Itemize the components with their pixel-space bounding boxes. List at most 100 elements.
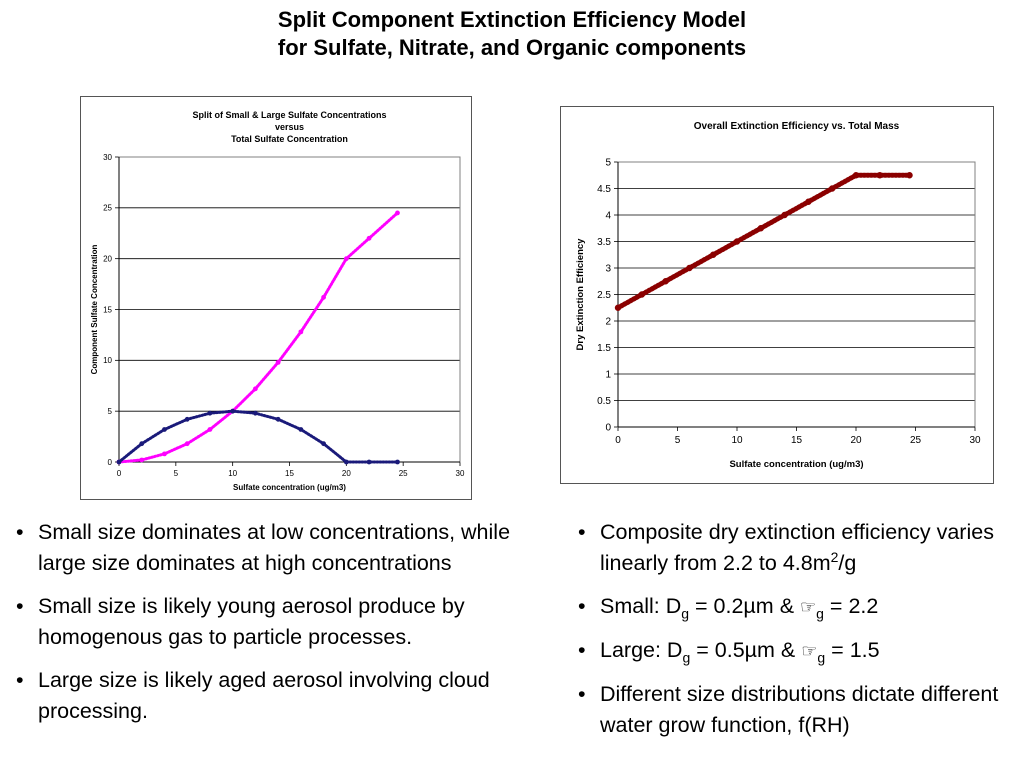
data-point — [298, 329, 304, 335]
page-title-line2: for Sulfate, Nitrate, and Organic compon… — [277, 35, 747, 60]
data-point — [638, 291, 645, 298]
x-tick-label: 5 — [174, 469, 179, 478]
x-tick-label: 10 — [228, 469, 237, 478]
series-line — [117, 211, 399, 464]
y-tick-label: 4 — [605, 211, 611, 222]
y-tick-label: 0 — [108, 458, 113, 467]
right-bullet-item-large: Large: Dg = 0.5µm & ☞g = 1.5 — [574, 635, 1014, 667]
data-point — [230, 408, 236, 414]
x-tick-label: 30 — [969, 435, 981, 446]
y-tick-label: 3.5 — [597, 237, 611, 248]
y-tick-label: 2 — [605, 317, 611, 328]
chart-title: Overall Extinction Efficiency vs. Total … — [694, 121, 900, 132]
left-bullet-item: Large size is likely aged aerosol involv… — [12, 665, 560, 727]
x-axis-label: Sulfate concentration (ug/m3) — [729, 459, 863, 470]
y-tick-label: 5 — [605, 158, 611, 169]
data-point — [162, 427, 167, 432]
bullet-text: /g — [838, 551, 857, 575]
data-point — [298, 427, 304, 432]
data-point — [876, 172, 883, 179]
chart-subtitle: Total Sulfate Concentration — [231, 134, 348, 144]
right-bullet-item-water: Different size distributions dictate dif… — [574, 679, 1014, 741]
bullet-text: Composite dry extinction efficiency vari… — [600, 520, 994, 575]
data-point — [321, 294, 326, 300]
bullet-text: = 2.2 — [823, 594, 879, 618]
data-point — [343, 256, 349, 262]
data-point — [906, 172, 913, 179]
x-tick-label: 5 — [675, 435, 681, 446]
sulfate-split-chart: Split of Small & Large Sulfate Concentra… — [80, 96, 472, 500]
data-point — [852, 172, 860, 179]
data-point — [253, 410, 258, 416]
data-point — [139, 457, 145, 463]
data-point — [733, 238, 741, 245]
data-point — [116, 459, 122, 465]
subscript: g — [817, 649, 826, 666]
right-bullet-list: Composite dry extinction efficiency vari… — [574, 517, 1014, 753]
data-point — [395, 210, 400, 216]
data-point — [781, 211, 788, 219]
data-point — [321, 441, 326, 447]
bullet-text: = 1.5 — [825, 638, 880, 662]
x-tick-label: 30 — [456, 469, 465, 478]
data-point — [757, 225, 764, 232]
extinction-efficiency-chart: Overall Extinction Efficiency vs. Total … — [560, 106, 994, 484]
y-tick-label: 5 — [108, 407, 113, 416]
data-point — [275, 416, 281, 422]
y-axis-label: Dry Extinction Efficiency — [575, 238, 586, 351]
left-bullet-item: Small size is likely young aerosol produ… — [12, 591, 560, 653]
y-tick-label: 1.5 — [597, 343, 611, 354]
extinction-efficiency-chart-svg: Overall Extinction Efficiency vs. Total … — [575, 121, 981, 470]
y-tick-label: 0.5 — [597, 396, 611, 407]
data-point — [184, 416, 190, 422]
subscript: g — [816, 605, 824, 622]
pointing-hand-icon: ☞ — [801, 641, 818, 661]
y-tick-label: 30 — [103, 153, 112, 162]
y-tick-label: 1 — [605, 370, 611, 381]
data-point — [253, 386, 258, 392]
data-point — [343, 459, 349, 465]
superscript: 2 — [830, 548, 839, 565]
y-tick-label: 15 — [103, 305, 112, 314]
bullet-text: Small: D — [600, 594, 682, 618]
y-axis-label: Component Sulfate Concentration — [90, 245, 99, 375]
bullet-text: = 0.5µm & — [690, 638, 802, 662]
y-tick-label: 10 — [103, 356, 112, 365]
x-tick-label: 0 — [117, 469, 122, 478]
data-point — [710, 251, 717, 258]
y-tick-label: 2.5 — [597, 290, 611, 301]
data-point — [207, 410, 213, 416]
page-title: Split Component Extinction Efficiency Mo… — [0, 6, 1024, 62]
x-tick-label: 25 — [399, 469, 408, 478]
y-tick-label: 0 — [605, 423, 611, 434]
x-axis-label: Sulfate concentration (ug/m3) — [233, 483, 346, 492]
data-point — [395, 459, 400, 465]
x-tick-label: 15 — [791, 435, 803, 446]
page-title-line1: Split Component Extinction Efficiency Mo… — [277, 7, 747, 32]
y-tick-label: 3 — [605, 264, 611, 275]
bullet-text: = 0.2µm & — [689, 594, 801, 618]
data-point — [686, 264, 693, 272]
data-point — [275, 359, 281, 365]
x-tick-label: 20 — [342, 469, 351, 478]
y-tick-label: 25 — [103, 204, 112, 213]
right-bullet-item-small: Small: Dg = 0.2µm & ☞g = 2.2 — [574, 591, 1014, 623]
data-point — [139, 441, 145, 447]
data-point — [805, 198, 812, 205]
subscript: g — [681, 605, 690, 622]
x-tick-label: 10 — [731, 435, 743, 446]
left-bullet-list: Small size dominates at low concentratio… — [12, 517, 560, 739]
data-point — [614, 304, 622, 311]
x-tick-label: 25 — [910, 435, 922, 446]
data-point — [207, 427, 213, 432]
data-point — [829, 185, 836, 192]
pointing-hand-icon: ☞ — [800, 597, 817, 617]
data-point — [162, 451, 167, 457]
y-tick-label: 4.5 — [597, 184, 611, 195]
data-point — [366, 459, 372, 465]
subscript: g — [682, 649, 691, 666]
data-point — [662, 278, 669, 285]
chart-subtitle: versus — [275, 122, 304, 132]
x-tick-label: 0 — [615, 435, 621, 446]
data-point — [184, 441, 190, 447]
